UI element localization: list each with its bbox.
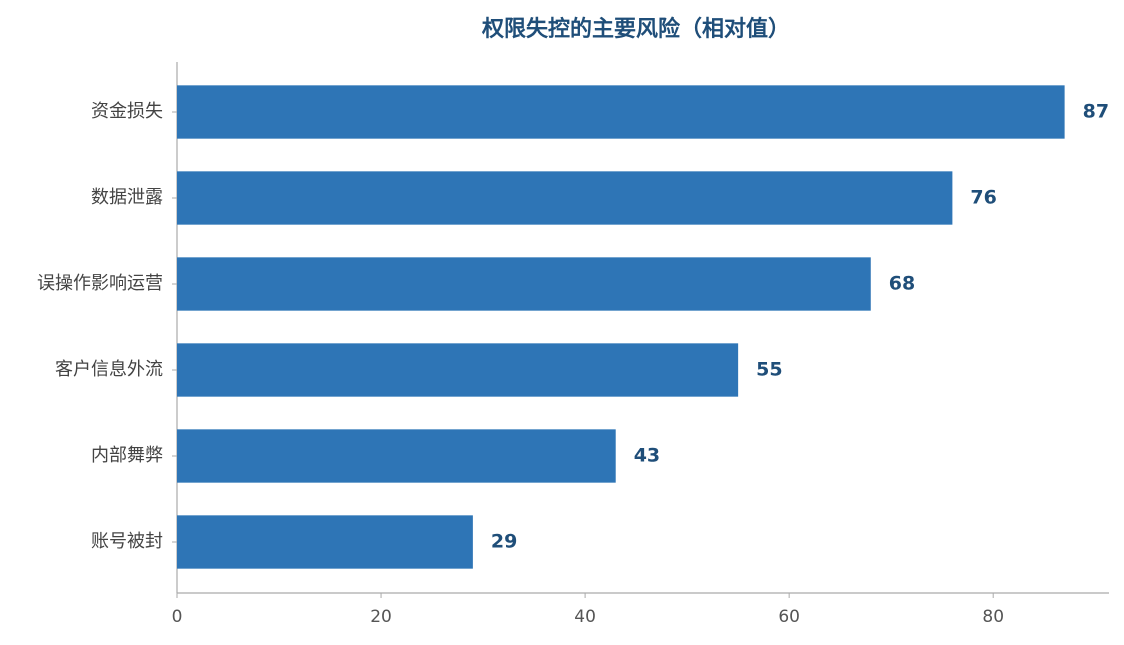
chart-title: 权限失控的主要风险（相对值） (481, 16, 790, 42)
value-label: 76 (970, 187, 996, 209)
y-tick-label: 误操作影响运营 (37, 273, 163, 294)
y-tick-label: 客户信息外流 (55, 359, 163, 380)
x-tick-label: 60 (778, 607, 800, 627)
bar (177, 171, 953, 225)
value-label: 43 (634, 445, 660, 467)
value-label: 68 (889, 273, 915, 295)
x-tick-label: 20 (370, 607, 392, 627)
y-tick-label: 资金损失 (91, 101, 163, 122)
y-tick-label: 数据泄露 (91, 187, 163, 208)
value-label: 55 (756, 359, 782, 381)
x-tick-label: 40 (574, 607, 596, 627)
bar (177, 343, 739, 397)
y-tick-label: 内部舞弊 (91, 445, 163, 466)
value-label: 29 (491, 531, 517, 553)
x-tick-label: 80 (982, 607, 1004, 627)
bar (177, 85, 1065, 139)
value-label: 87 (1083, 101, 1109, 123)
bar (177, 257, 871, 311)
bar (177, 515, 473, 569)
x-tick-label: 0 (172, 607, 183, 627)
y-tick-label: 账号被封 (91, 531, 163, 552)
bar (177, 429, 616, 483)
